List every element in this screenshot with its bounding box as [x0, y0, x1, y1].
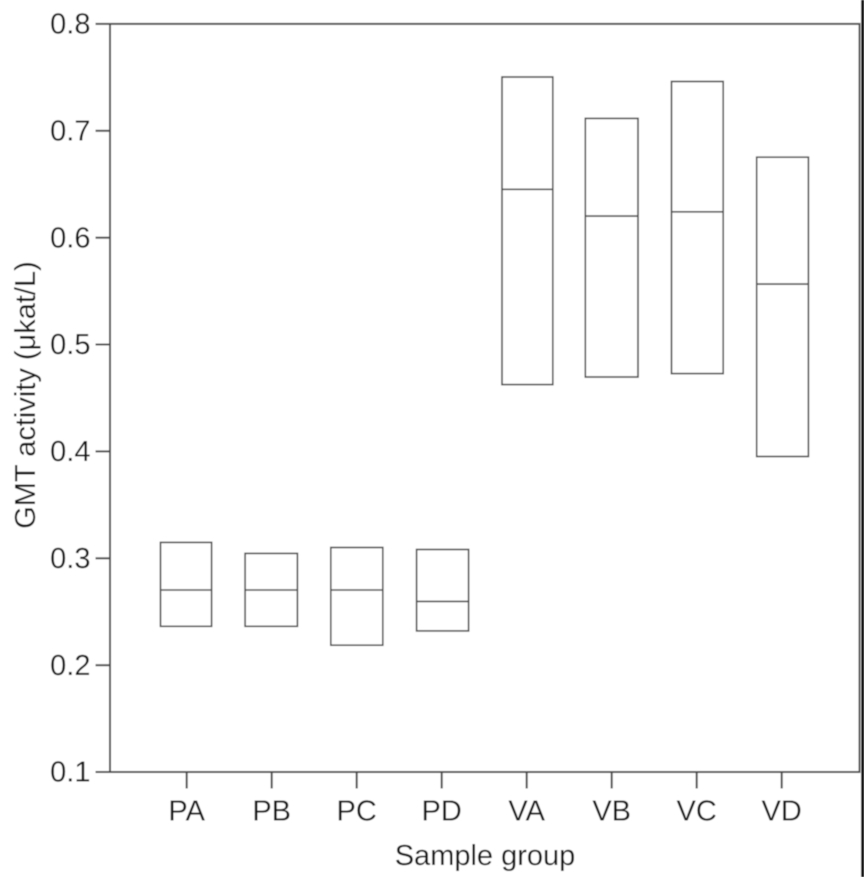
svg-text:VA: VA: [508, 796, 545, 828]
svg-text:VB: VB: [592, 796, 631, 828]
svg-text:VD: VD: [762, 796, 802, 828]
svg-text:0.4: 0.4: [50, 436, 90, 468]
svg-text:0.8: 0.8: [50, 9, 90, 41]
svg-text:0.7: 0.7: [50, 115, 90, 147]
svg-text:VC: VC: [677, 796, 717, 828]
svg-text:Sample group: Sample group: [395, 840, 576, 872]
svg-text:GMT activity (μkat/L): GMT activity (μkat/L): [10, 261, 42, 529]
svg-text:PB: PB: [252, 796, 291, 828]
svg-text:PC: PC: [337, 796, 377, 828]
svg-text:0.1: 0.1: [50, 757, 90, 789]
svg-text:PD: PD: [422, 796, 462, 828]
svg-text:0.3: 0.3: [50, 543, 90, 575]
svg-text:0.5: 0.5: [50, 329, 90, 361]
svg-text:0.6: 0.6: [50, 222, 90, 254]
svg-text:0.2: 0.2: [50, 650, 90, 682]
svg-text:PA: PA: [168, 796, 205, 828]
